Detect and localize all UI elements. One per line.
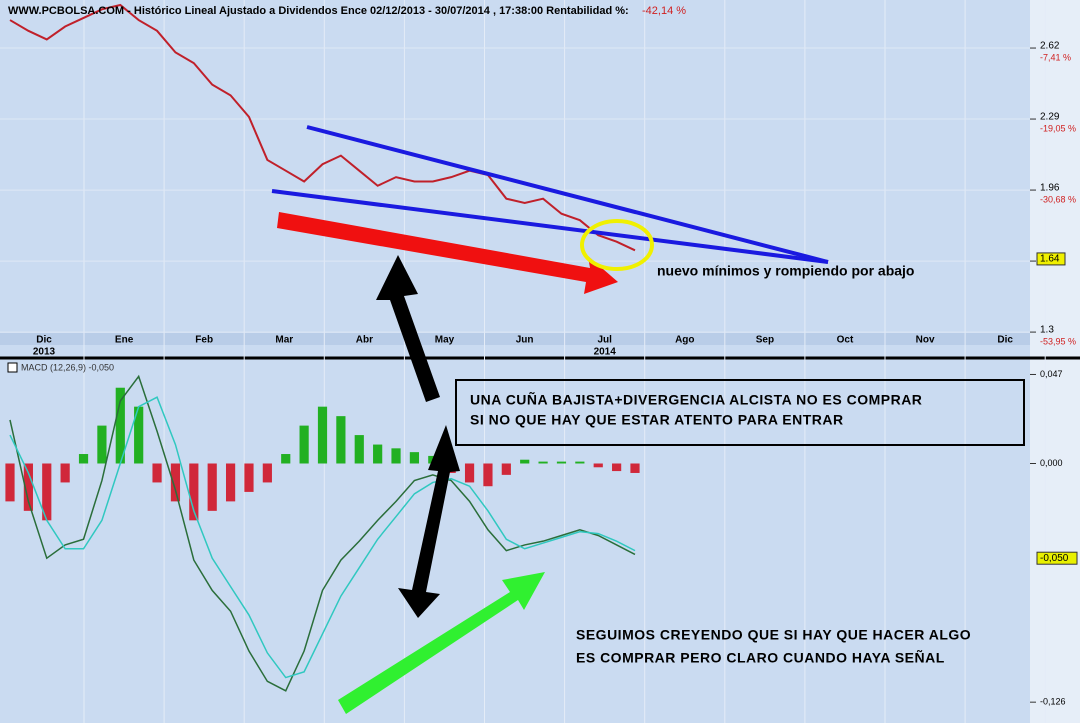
axis-area: [1030, 0, 1080, 723]
y-tick-label: 1.3: [1040, 325, 1054, 336]
histogram-bar: [152, 463, 162, 483]
histogram-bar: [336, 416, 346, 464]
pct-label: -19,05 %: [1040, 123, 1076, 133]
annotation: UNA CUÑA BAJISTA+DIVERGENCIA ALCISTA NO …: [470, 391, 922, 408]
last-price-box: [1036, 252, 1066, 266]
x-tick-label: May: [435, 335, 455, 346]
y-tick-label: 0,000: [1040, 458, 1063, 468]
x-tick-label: Dic: [997, 335, 1013, 346]
histogram-bar: [42, 463, 52, 521]
histogram-bar: [207, 463, 217, 511]
last-value: -0,050: [1040, 553, 1069, 564]
x-tick-label: Sep: [756, 335, 774, 346]
y-tick-label: 2.62: [1040, 41, 1060, 52]
x-tick-label: Ene: [115, 335, 134, 346]
histogram-bar: [317, 406, 328, 464]
pct-label: -7,41 %: [1040, 52, 1071, 62]
x-tick-label: Mar: [275, 335, 293, 346]
return: -42,14 %: [642, 5, 686, 17]
marks: [5, 3, 640, 692]
histogram-bar: [520, 459, 530, 464]
histogram-bar: [373, 444, 383, 464]
histogram-bar: [97, 425, 107, 464]
histogram-bar: [134, 406, 144, 464]
histogram-bar: [225, 463, 236, 502]
pct-label: -30,68 %: [1040, 194, 1076, 204]
legend-box: [7, 362, 18, 373]
x-tick-label: Jul: [597, 335, 612, 346]
histogram-bar: [464, 463, 475, 483]
green-arrow: [338, 572, 545, 714]
histogram-bar: [60, 463, 70, 483]
pct-label: -53,95 %: [1040, 336, 1076, 346]
last-price: 1.64: [1040, 254, 1060, 265]
histogram-bar: [281, 454, 291, 464]
y-tick-label: 0,047: [1040, 369, 1063, 379]
year-label: 2014: [594, 347, 617, 358]
black-arrow-1: [376, 255, 440, 402]
histogram-bar: [299, 425, 309, 464]
histogram-bar: [78, 454, 89, 464]
y-tick-label: 1.96: [1040, 183, 1060, 194]
histogram-bar: [391, 448, 401, 464]
year-label: 2013: [33, 347, 56, 358]
y-tick-label: -0,126: [1040, 697, 1066, 707]
histogram-bar: [630, 463, 640, 473]
wedge-bottom: [271, 189, 829, 264]
annotation: SI NO QUE HAY QUE ESTAR ATENTO PARA ENTR…: [470, 412, 844, 428]
y-tick-label: 2.29: [1040, 112, 1060, 123]
macd-line: [9, 374, 636, 692]
x-tick-label: Oct: [837, 335, 854, 346]
note-box: [455, 379, 1025, 446]
x-tick-label: Abr: [356, 335, 373, 346]
histogram-bar: [23, 463, 33, 511]
wedge-top: [306, 125, 829, 264]
histogram-bar: [409, 452, 420, 464]
x-tick-label: Jun: [516, 335, 534, 346]
legend: MACD (12,26,9) -0,050: [21, 362, 114, 372]
annotation: nuevo mínimos y rompiendo por abajo: [657, 263, 914, 279]
histogram-bar: [556, 461, 567, 464]
grid: [0, 0, 1030, 723]
title: WWW.PCBOLSA.COM - Histórico Lineal Ajust…: [8, 5, 629, 17]
histogram-bar: [189, 463, 199, 521]
histogram-bar: [354, 435, 364, 464]
month-strip: [0, 333, 1030, 345]
drawings: [271, 125, 1025, 714]
annotation: ES COMPRAR PERO CLARO CUANDO HAYA SEÑAL: [576, 649, 945, 666]
histogram-bar: [593, 463, 603, 468]
last-value-box: [1036, 551, 1078, 565]
histogram-bar: [575, 461, 585, 464]
histogram-bar: [244, 463, 254, 492]
histogram-bar: [5, 463, 15, 502]
price-line: [9, 3, 636, 252]
histogram-bar: [538, 461, 548, 464]
x-tick-label: Ago: [675, 335, 694, 346]
black-arrow-2: [398, 425, 460, 618]
histogram-bar: [170, 463, 181, 502]
histogram-bar: [501, 463, 511, 475]
histogram-bar: [115, 387, 125, 464]
annotation: SEGUIMOS CREYENDO QUE SI HAY QUE HACER A…: [576, 627, 971, 643]
macd-line: [9, 396, 636, 679]
x-tick-label: Feb: [195, 335, 213, 346]
highlight: [580, 219, 654, 271]
histogram-bar: [262, 463, 272, 483]
x-tick-label: Nov: [916, 335, 935, 346]
histogram-bar: [612, 463, 622, 472]
x-tick-label: Dic: [36, 335, 52, 346]
histogram-bar: [483, 463, 493, 487]
red-arrow: [277, 212, 618, 294]
